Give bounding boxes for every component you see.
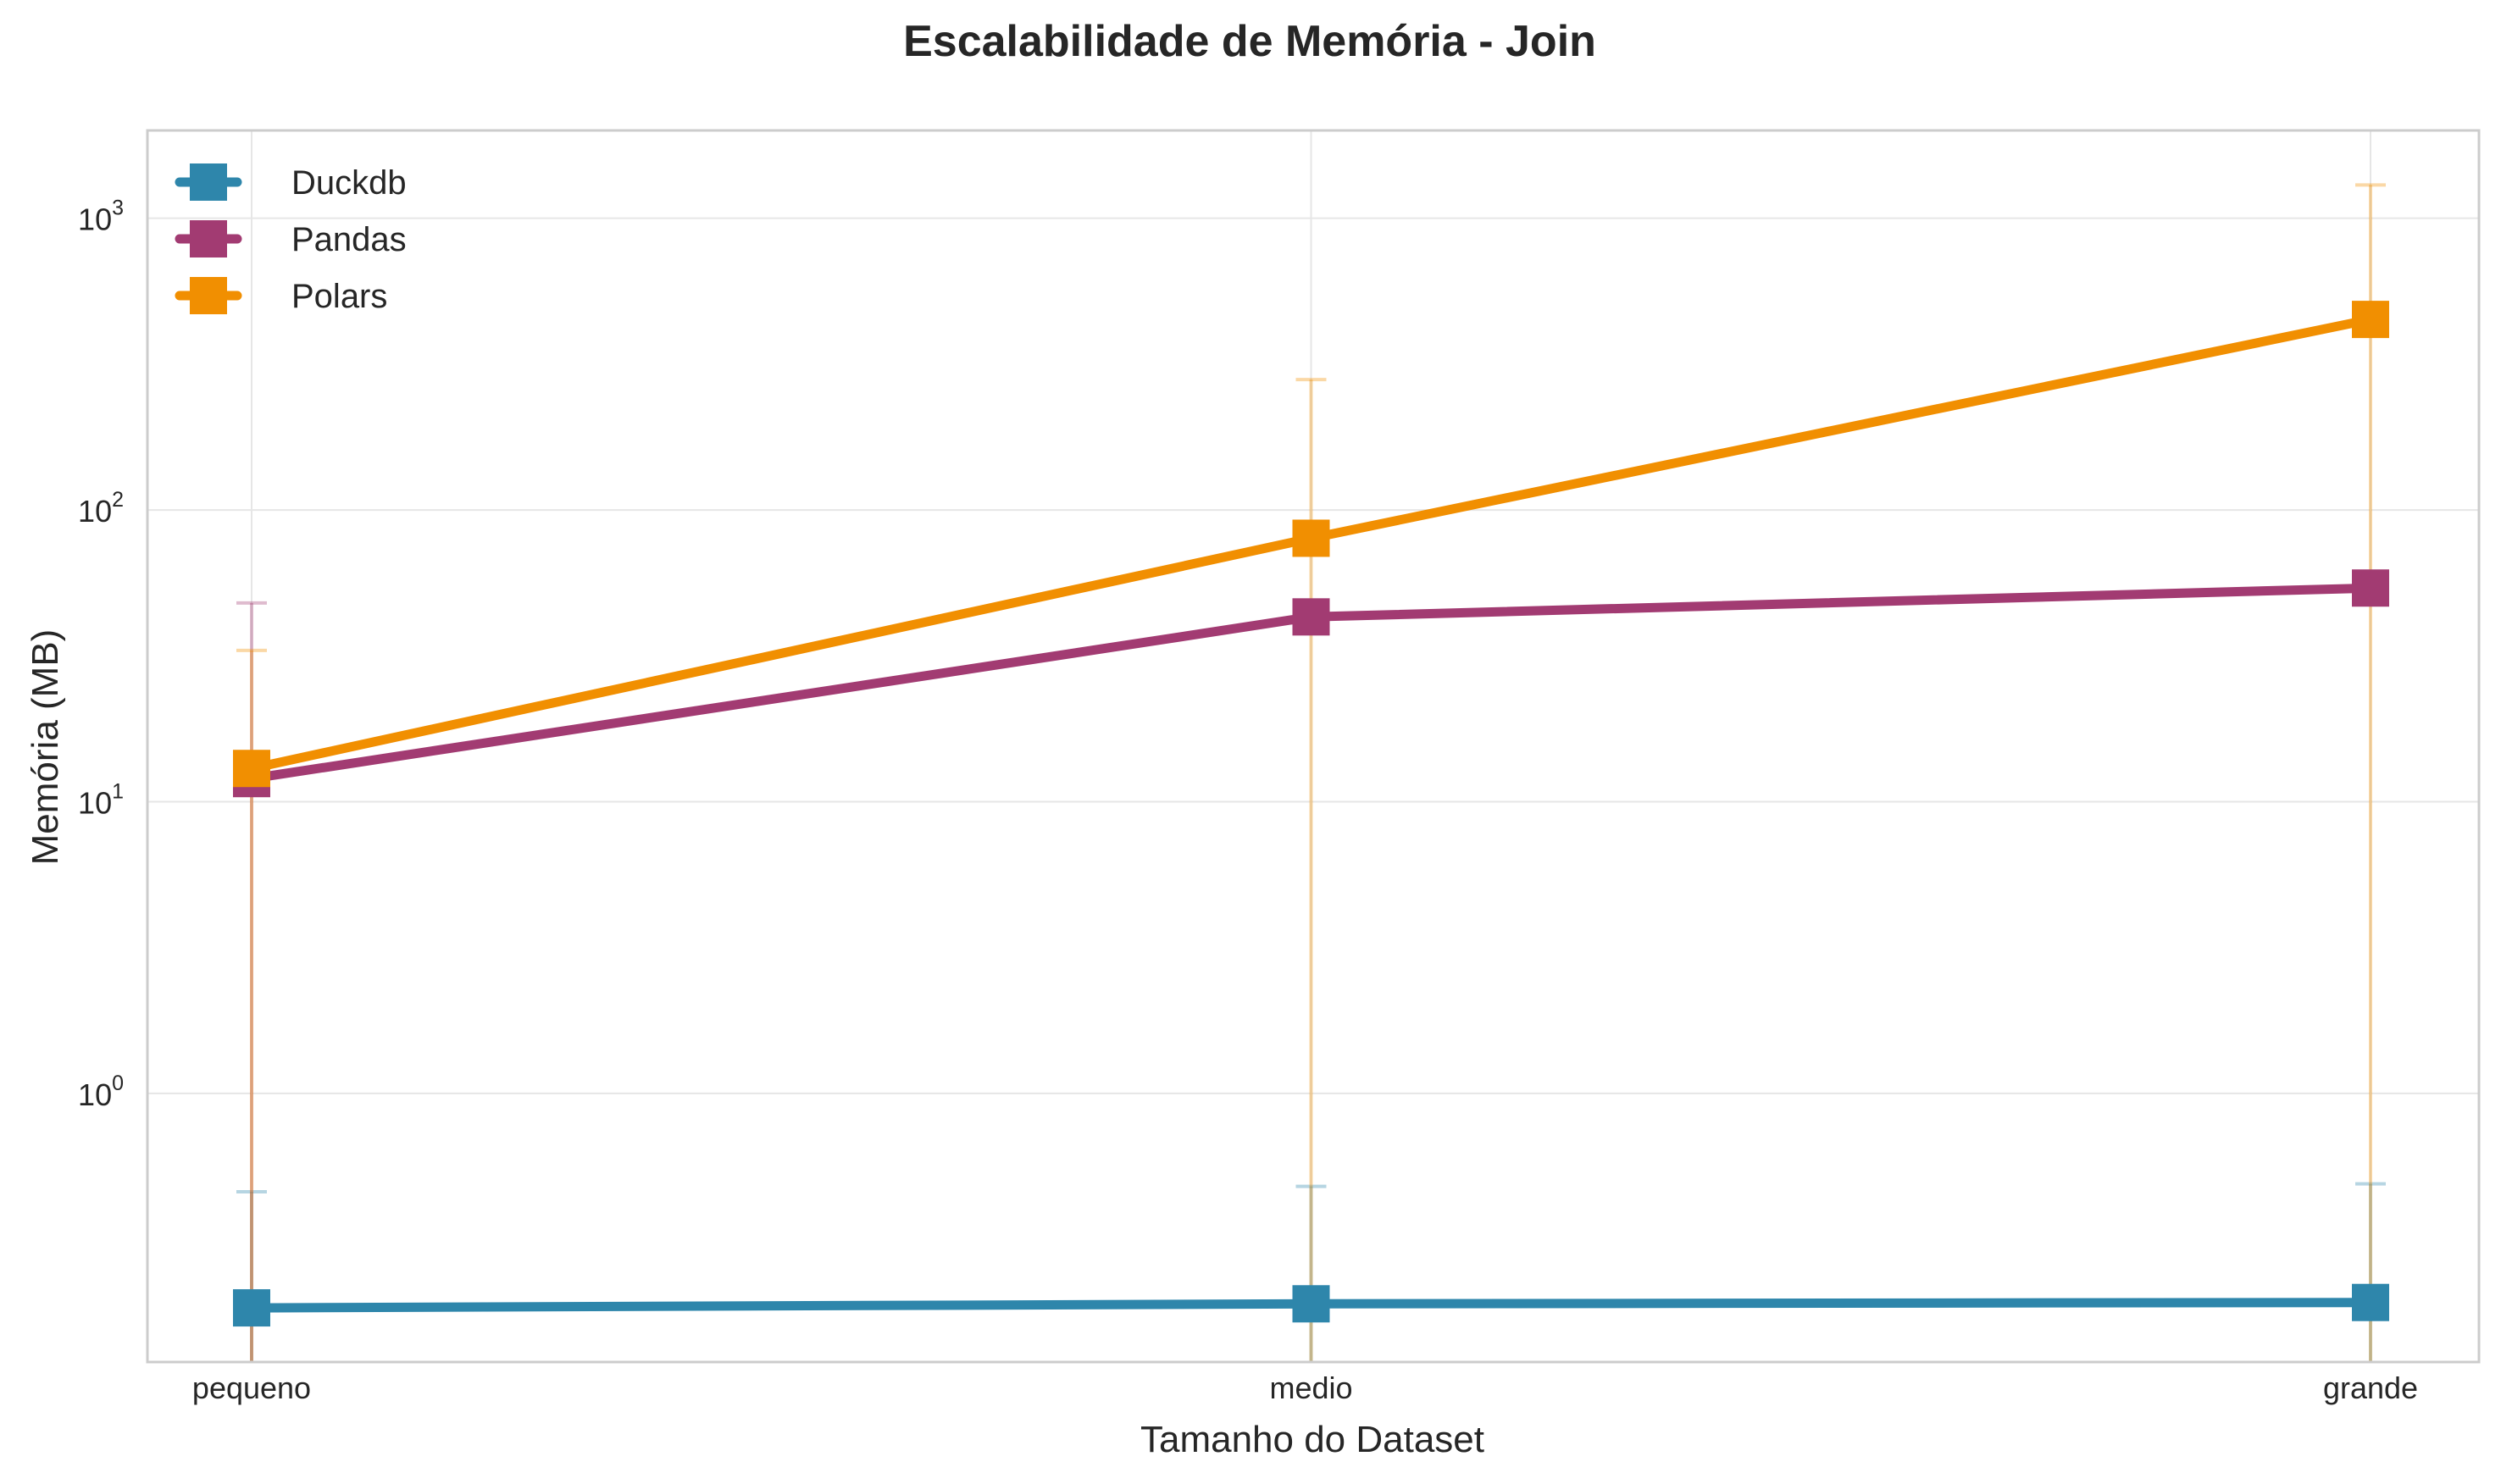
- marker-pandas: [2352, 569, 2389, 607]
- marker-duckdb: [233, 1289, 270, 1327]
- x-tick-label: grande: [2323, 1370, 2418, 1405]
- legend-label-duckdb: Duckdb: [291, 164, 407, 202]
- marker-polars: [2352, 301, 2389, 339]
- y-axis-label: Memória (MB): [25, 629, 66, 866]
- legend-marker-polars: [190, 277, 227, 314]
- legend-label-pandas: Pandas: [291, 221, 407, 258]
- legend-marker-pandas: [190, 220, 227, 257]
- chart-title: Escalabilidade de Memória - Join: [903, 17, 1596, 66]
- y-tick-labels: 100 101 102 103: [78, 197, 124, 1112]
- legend-label-polars: Polars: [291, 278, 387, 315]
- x-axis-label: Tamanho do Dataset: [1140, 1419, 1484, 1460]
- legend: Duckdb Pandas Polars: [175, 163, 407, 315]
- legend-marker-duckdb: [190, 163, 227, 201]
- marker-polars: [233, 750, 270, 788]
- y-tick-label: 103: [78, 197, 124, 237]
- marker-duckdb: [2352, 1283, 2389, 1321]
- x-tick-label: medio: [1269, 1370, 1352, 1405]
- y-tick-label: 101: [78, 779, 124, 820]
- series-markers: [233, 301, 2389, 1327]
- x-tick-labels: pequeno medio grande: [192, 1370, 2418, 1405]
- marker-polars: [1292, 519, 1330, 557]
- marker-pandas: [1292, 598, 1330, 636]
- marker-duckdb: [1292, 1285, 1330, 1323]
- plot-frame: [146, 129, 2481, 1364]
- x-tick-label: pequeno: [192, 1370, 311, 1405]
- y-tick-label: 100: [78, 1071, 124, 1112]
- y-tick-label: 102: [78, 488, 124, 529]
